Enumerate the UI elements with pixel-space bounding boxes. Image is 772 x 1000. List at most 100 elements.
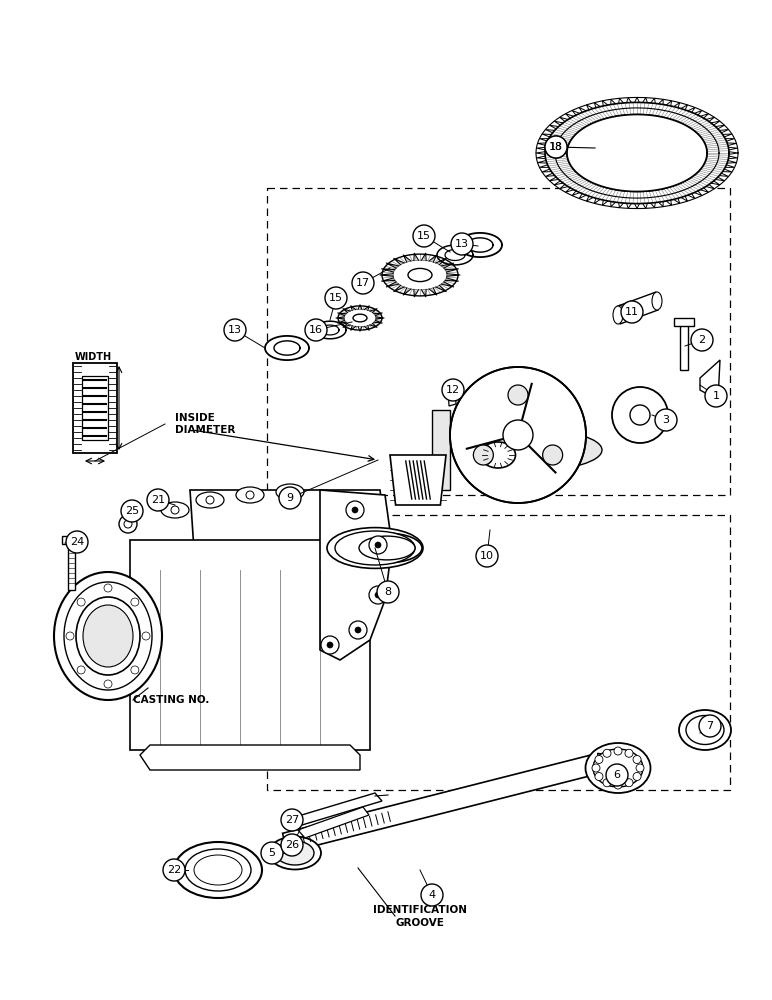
Circle shape xyxy=(625,779,633,787)
Text: WIDTH: WIDTH xyxy=(74,352,112,362)
Circle shape xyxy=(163,859,185,881)
Text: 21: 21 xyxy=(151,495,165,505)
Ellipse shape xyxy=(83,605,133,667)
Text: IDENTIFICATION: IDENTIFICATION xyxy=(373,905,467,915)
Ellipse shape xyxy=(194,855,242,885)
Circle shape xyxy=(352,272,374,294)
Text: 15: 15 xyxy=(417,231,431,241)
Ellipse shape xyxy=(359,536,415,560)
Circle shape xyxy=(325,287,347,309)
Polygon shape xyxy=(68,542,75,590)
Polygon shape xyxy=(598,753,611,773)
Text: 16: 16 xyxy=(309,325,323,335)
Ellipse shape xyxy=(327,528,423,568)
Text: 8: 8 xyxy=(384,587,391,597)
Circle shape xyxy=(633,772,641,780)
Circle shape xyxy=(346,501,364,519)
Text: 22: 22 xyxy=(167,865,181,875)
Text: 13: 13 xyxy=(228,325,242,335)
Ellipse shape xyxy=(161,502,189,518)
Circle shape xyxy=(66,531,88,553)
Text: 18: 18 xyxy=(549,142,563,152)
Polygon shape xyxy=(450,367,586,503)
Circle shape xyxy=(261,842,283,864)
Circle shape xyxy=(305,319,327,341)
Circle shape xyxy=(246,491,254,499)
Circle shape xyxy=(104,680,112,688)
Text: 3: 3 xyxy=(662,415,669,425)
Circle shape xyxy=(66,632,74,640)
Text: 25: 25 xyxy=(125,506,139,516)
Circle shape xyxy=(124,520,132,528)
Circle shape xyxy=(451,233,473,255)
Polygon shape xyxy=(700,360,720,400)
Circle shape xyxy=(545,136,567,158)
Circle shape xyxy=(545,136,567,158)
Circle shape xyxy=(77,666,85,674)
Text: 9: 9 xyxy=(286,493,293,503)
Circle shape xyxy=(621,301,643,323)
Text: 26: 26 xyxy=(285,840,299,850)
Circle shape xyxy=(369,586,387,604)
Circle shape xyxy=(131,666,139,674)
Ellipse shape xyxy=(408,268,432,282)
Circle shape xyxy=(321,636,339,654)
Polygon shape xyxy=(190,490,385,660)
Ellipse shape xyxy=(269,836,321,869)
Circle shape xyxy=(705,385,727,407)
Polygon shape xyxy=(382,254,458,296)
Circle shape xyxy=(473,445,493,465)
Circle shape xyxy=(104,584,112,592)
Circle shape xyxy=(281,834,303,856)
Ellipse shape xyxy=(54,572,162,700)
Polygon shape xyxy=(390,455,446,505)
Circle shape xyxy=(503,420,533,450)
Circle shape xyxy=(369,536,387,554)
Circle shape xyxy=(595,772,603,780)
Text: 18: 18 xyxy=(550,142,562,152)
Polygon shape xyxy=(283,753,602,853)
Circle shape xyxy=(543,445,563,465)
Polygon shape xyxy=(432,410,450,490)
Circle shape xyxy=(699,715,721,737)
Text: 27: 27 xyxy=(285,815,299,825)
Text: 5: 5 xyxy=(269,848,276,858)
Polygon shape xyxy=(140,745,360,770)
Text: INSIDE
DIAMETER: INSIDE DIAMETER xyxy=(175,413,235,435)
Ellipse shape xyxy=(686,716,724,744)
Circle shape xyxy=(377,581,399,603)
Polygon shape xyxy=(321,325,339,335)
Polygon shape xyxy=(265,336,309,360)
Circle shape xyxy=(224,319,246,341)
Ellipse shape xyxy=(236,487,264,503)
Text: 7: 7 xyxy=(706,721,713,731)
Circle shape xyxy=(691,329,713,351)
Text: 12: 12 xyxy=(446,385,460,395)
Circle shape xyxy=(279,487,301,509)
Circle shape xyxy=(655,409,677,431)
Polygon shape xyxy=(320,490,392,660)
Polygon shape xyxy=(618,292,658,324)
Text: GROOVE: GROOVE xyxy=(395,918,445,928)
Circle shape xyxy=(636,764,644,772)
Text: 1: 1 xyxy=(713,391,720,401)
Text: 4: 4 xyxy=(428,890,435,900)
Circle shape xyxy=(606,764,628,786)
Circle shape xyxy=(375,542,381,548)
Circle shape xyxy=(614,781,622,789)
Polygon shape xyxy=(445,250,465,260)
Circle shape xyxy=(442,379,464,401)
Circle shape xyxy=(614,747,622,755)
Polygon shape xyxy=(130,540,370,750)
Circle shape xyxy=(633,756,641,764)
Circle shape xyxy=(327,642,333,648)
Circle shape xyxy=(281,809,303,831)
Text: CASTING NO.: CASTING NO. xyxy=(133,695,209,705)
Polygon shape xyxy=(450,367,586,503)
Ellipse shape xyxy=(352,533,422,563)
Ellipse shape xyxy=(567,114,707,192)
Circle shape xyxy=(352,507,358,513)
Text: 13: 13 xyxy=(455,239,469,249)
Ellipse shape xyxy=(64,582,152,690)
Ellipse shape xyxy=(185,849,251,891)
